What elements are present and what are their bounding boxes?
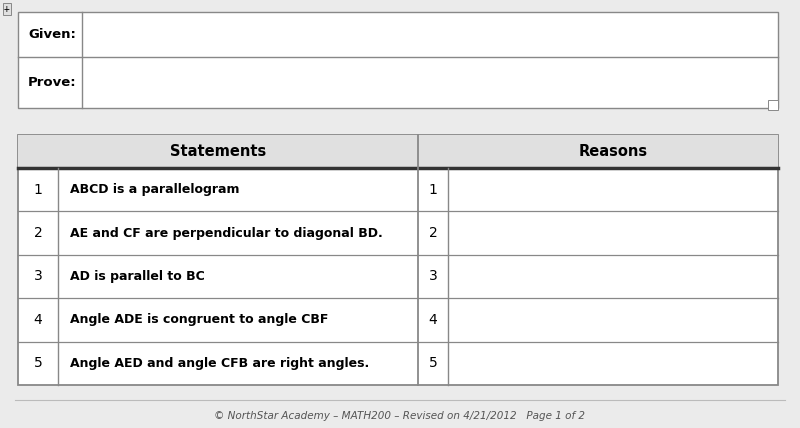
Text: AE and CF are perpendicular to diagonal BD.: AE and CF are perpendicular to diagonal …	[70, 226, 382, 240]
Text: 2: 2	[429, 226, 438, 240]
Bar	[18, 135, 778, 385]
Text: Statements: Statements	[170, 144, 266, 159]
Text: Angle AED and angle CFB are right angles.: Angle AED and angle CFB are right angles…	[70, 357, 370, 370]
Text: Prove:: Prove:	[27, 76, 76, 89]
Text: Angle ADE is congruent to angle CBF: Angle ADE is congruent to angle CBF	[70, 313, 328, 327]
Text: Reasons: Reasons	[578, 144, 647, 159]
Text: ABCD is a parallelogram: ABCD is a parallelogram	[70, 183, 239, 196]
Text: 3: 3	[34, 270, 42, 283]
Text: 1: 1	[429, 183, 438, 197]
Text: +: +	[4, 4, 10, 14]
Text: Given:: Given:	[28, 28, 76, 41]
Text: 1: 1	[34, 183, 42, 197]
Text: 3: 3	[429, 270, 438, 283]
Text: AD is parallel to BC: AD is parallel to BC	[70, 270, 205, 283]
Text: 5: 5	[34, 356, 42, 370]
Text: 5: 5	[429, 356, 438, 370]
Bar	[18, 135, 778, 168]
Bar	[768, 100, 778, 110]
Bar	[18, 12, 778, 108]
Text: 2: 2	[34, 226, 42, 240]
Text: 4: 4	[429, 313, 438, 327]
Text: © NorthStar Academy – MATH200 – Revised on 4/21/2012   Page 1 of 2: © NorthStar Academy – MATH200 – Revised …	[214, 411, 586, 421]
Text: 4: 4	[34, 313, 42, 327]
